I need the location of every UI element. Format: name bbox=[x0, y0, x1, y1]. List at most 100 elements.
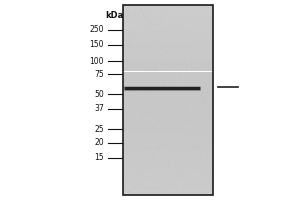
Point bbox=[152, 156, 157, 159]
Point bbox=[198, 153, 203, 156]
Point bbox=[196, 166, 200, 169]
Point bbox=[173, 109, 178, 112]
Point bbox=[124, 110, 129, 113]
Point bbox=[181, 39, 186, 42]
Point bbox=[146, 110, 151, 113]
Point bbox=[163, 27, 168, 30]
Point bbox=[136, 156, 141, 159]
Point bbox=[172, 179, 177, 182]
Point bbox=[146, 21, 151, 24]
Point bbox=[201, 49, 206, 52]
Bar bbox=[123, 186, 213, 189]
Point bbox=[156, 104, 161, 108]
Point bbox=[134, 15, 139, 18]
Point bbox=[134, 167, 139, 170]
Point bbox=[192, 97, 197, 101]
Point bbox=[158, 29, 163, 32]
Point bbox=[133, 176, 138, 180]
Point bbox=[186, 138, 191, 141]
Point bbox=[133, 139, 138, 142]
Point bbox=[185, 129, 190, 132]
Point bbox=[167, 114, 172, 117]
Point bbox=[205, 66, 210, 69]
Point bbox=[127, 73, 131, 76]
Point bbox=[160, 163, 165, 166]
Point bbox=[134, 137, 139, 140]
Point bbox=[124, 36, 129, 40]
Point bbox=[204, 61, 209, 64]
Point bbox=[147, 93, 152, 96]
Point bbox=[131, 94, 136, 97]
Point bbox=[149, 25, 154, 28]
Point bbox=[129, 16, 134, 19]
Point bbox=[173, 122, 178, 125]
Point bbox=[154, 65, 159, 68]
Point bbox=[122, 168, 127, 171]
Point bbox=[192, 48, 197, 51]
Bar bbox=[123, 173, 213, 176]
Point bbox=[130, 100, 134, 104]
Point bbox=[142, 35, 146, 39]
Point bbox=[144, 51, 149, 55]
Bar bbox=[123, 141, 213, 144]
Point bbox=[180, 164, 185, 168]
Point bbox=[159, 146, 164, 149]
Point bbox=[141, 87, 146, 90]
Point bbox=[182, 98, 187, 101]
Point bbox=[167, 79, 172, 82]
Point bbox=[176, 123, 180, 126]
Point bbox=[195, 59, 200, 63]
Point bbox=[122, 118, 127, 121]
Point bbox=[149, 73, 154, 76]
Point bbox=[142, 161, 147, 164]
Point bbox=[149, 130, 154, 133]
Point bbox=[133, 63, 138, 67]
Point bbox=[129, 66, 134, 69]
Point bbox=[184, 155, 189, 158]
Point bbox=[173, 185, 178, 189]
Point bbox=[209, 94, 214, 97]
Point bbox=[183, 181, 188, 184]
Point bbox=[154, 59, 159, 62]
Point bbox=[147, 100, 152, 103]
Point bbox=[153, 143, 158, 146]
Point bbox=[197, 101, 202, 104]
Point bbox=[147, 8, 152, 12]
Point bbox=[158, 143, 163, 146]
Point bbox=[126, 26, 131, 29]
Point bbox=[200, 88, 205, 91]
Point bbox=[194, 145, 199, 149]
Point bbox=[161, 5, 166, 8]
Point bbox=[146, 166, 151, 169]
Point bbox=[148, 117, 153, 121]
Point bbox=[134, 186, 139, 190]
Point bbox=[185, 109, 190, 112]
Point bbox=[207, 177, 212, 180]
Point bbox=[144, 42, 148, 46]
Point bbox=[205, 124, 210, 127]
Point bbox=[204, 158, 208, 161]
Point bbox=[124, 86, 129, 89]
Point bbox=[141, 146, 146, 150]
Point bbox=[205, 138, 210, 141]
Point bbox=[175, 146, 180, 149]
Point bbox=[195, 186, 200, 189]
Point bbox=[196, 147, 201, 150]
Point bbox=[130, 123, 134, 126]
Point bbox=[152, 79, 157, 82]
Point bbox=[144, 42, 149, 45]
Point bbox=[178, 18, 183, 21]
Point bbox=[177, 146, 182, 150]
Point bbox=[198, 142, 203, 145]
Point bbox=[205, 100, 210, 103]
Point bbox=[198, 137, 203, 140]
Point bbox=[177, 63, 182, 66]
Point bbox=[195, 39, 200, 42]
Point bbox=[158, 74, 163, 77]
Point bbox=[153, 15, 158, 19]
Point bbox=[152, 188, 157, 191]
Point bbox=[182, 59, 187, 63]
Point bbox=[150, 40, 155, 43]
Point bbox=[143, 48, 148, 51]
Point bbox=[187, 104, 192, 108]
